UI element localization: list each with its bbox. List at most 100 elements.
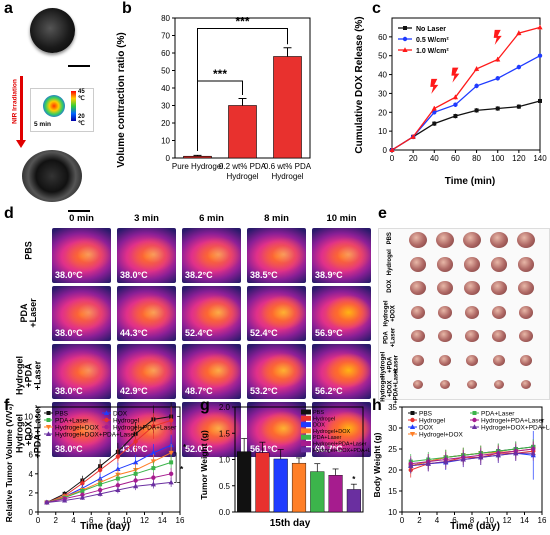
thermal-temperature-label: 53.2°C [250,386,278,396]
chart-f-point [150,481,156,487]
panel-label-e: e [378,205,387,222]
chart-f-point [97,487,103,493]
thermal-temperature-label: 56.1°C [250,444,278,454]
chart-h-legend-marker [409,424,416,429]
tumor-specimen [464,281,480,296]
chart-h-point [408,463,414,468]
chart-c-ytick-label: 0 [383,146,388,155]
chart-g-legend-label: Hydrogel+DOX [313,429,350,435]
chart-g-ytick-label: 1.5 [219,429,231,438]
chart-c: Cumulative DOX Release (%) Time (min) 0 1… [354,16,547,187]
tumor-specimen [465,330,479,343]
chart-b-bar [273,56,302,159]
chart-c-xtick-label: 140 [533,154,547,163]
tumor-specimen [438,330,452,343]
chart-b-ytick-label: 50 [161,67,170,76]
chart-c-legend-label: 0.5 W/cm² [416,37,449,44]
tumor-specimen [466,355,478,366]
chart-c-ytick-label: 30 [378,89,387,98]
chart-g-legend-swatch [301,415,311,421]
thermal-temperature-label: 52.0°C [185,444,213,454]
chart-c-ytick-label: 20 [378,108,387,117]
chart-c-point [516,30,522,36]
chart-f-point [80,492,85,498]
chart-c-point [452,94,459,100]
chart-c-ytick-label: 40 [378,71,387,80]
chart-f-xtick-label: 10 [122,516,131,525]
panel-label-f: f [4,397,10,414]
chart-c-ylabel: Cumulative DOX Release (%) [354,16,365,153]
chart-f-ytick-label: 0 [29,508,34,517]
thermal-temperature-label: 52.4°C [250,328,278,338]
tumor-specimen [436,232,454,249]
chart-f-legend-label: Hydrogel+DOX+PDA+Laser [55,431,137,438]
thermal-temperature-label: 44.3°C [120,328,148,338]
chart-b-sig-bracket [197,28,288,151]
chart-c-series-line [391,26,541,151]
chart-h-xtick-label: 2 [417,516,422,525]
chart-g-legend-label: PBS [313,410,324,416]
chart-h-legend-marker [472,411,477,415]
chart-f-legend-label: DOX [113,410,128,417]
chart-g-bar [273,458,288,513]
chart-f-point [80,481,85,486]
chart-h-legend-label: Hydrogel+DOX+PDA+Laser [481,424,550,431]
chart-b-bar [228,105,257,159]
chart-g-bar [237,451,252,513]
chart-g-legend-label: Hydrogel+PDA+Laser [313,442,367,448]
chart-g: Tumor Weight (g) 15th day 0.0 0.5 1.0 1.5 2.… [199,403,370,529]
tumor-specimen [491,305,507,319]
laser-bolt-icon [493,29,502,45]
chart-f-legend-label: Hydrogel+DOX [55,424,100,431]
chart-g-ytick-label: 1.0 [219,456,231,465]
chart-c-point [537,53,543,58]
thermal-temperature-label: 38.2°C [185,270,213,280]
chart-h-point [425,460,431,466]
chart-f-sig-bracket [177,416,181,483]
tumor-photo-grid: PBS Hydrogel DOX Hydrogel +DOX PDA +Laser Hyd… [378,228,550,404]
chart-f-point [133,439,138,444]
chart-f-point [133,459,139,465]
chart-f-series-line [46,452,172,503]
chart-f-legend-label: PBS [55,410,69,417]
thermal-row-label: PBS [23,241,34,260]
chart-f-xtick-label: 0 [36,516,41,525]
tumor-specimen [463,256,481,272]
chart-c-point [473,66,480,71]
chart-g-legend-label: Hydrogel [313,416,335,422]
chart-g-legend-swatch [301,428,311,434]
thermal-row-label: Hydrogel +PDA +Laser [14,356,43,396]
chart-f-ylabel: Relative Tumor Volume (V/V₀) [4,403,14,522]
chart-c-point [495,76,500,81]
chart-g-legend-swatch [301,447,311,453]
chart-f-xtick-label: 4 [71,516,76,525]
panel-label-g: g [200,397,210,414]
chart-g-legend-swatch [301,441,311,446]
nir-irradiation-label: NIR Irradiation [11,79,19,124]
chart-c-legend-marker [402,36,408,42]
chart-h-xtick-label: 8 [470,516,475,525]
chart-h-ytick-label: 35 [388,403,397,412]
chart-f-point [151,423,156,429]
tumor-specimen [411,330,425,343]
chart-f-legend-label: Hydrogel [113,417,140,424]
chart-c-point [474,83,479,89]
laser-bolt-icon [430,78,439,94]
chart-g-bar [328,475,343,513]
chart-h-point [443,458,449,464]
tumor-specimen [493,379,505,390]
chart-b-category-label: 0.2 wt% PDA [219,162,267,171]
thermal-image-tile: 38.0°C [52,286,111,341]
chart-g-ytick-label: 2.0 [219,403,231,412]
tumor-specimen [437,281,453,296]
thermal-time-header: 3 min [134,213,159,224]
thermal-image-tile: 38.2°C [182,228,241,283]
chart-h-ytick-label: 10 [388,508,397,517]
chart-h-legend-marker [471,424,478,429]
scale-max-label: 45 ℃ [78,89,85,102]
chart-g-bar [346,489,361,513]
chart-f-xtick-label: 12 [140,516,149,525]
chart-g-ytick-label: 0.0 [219,508,231,517]
chart-b-ytick-label: 60 [161,49,170,58]
tumor-specimen [517,256,535,272]
